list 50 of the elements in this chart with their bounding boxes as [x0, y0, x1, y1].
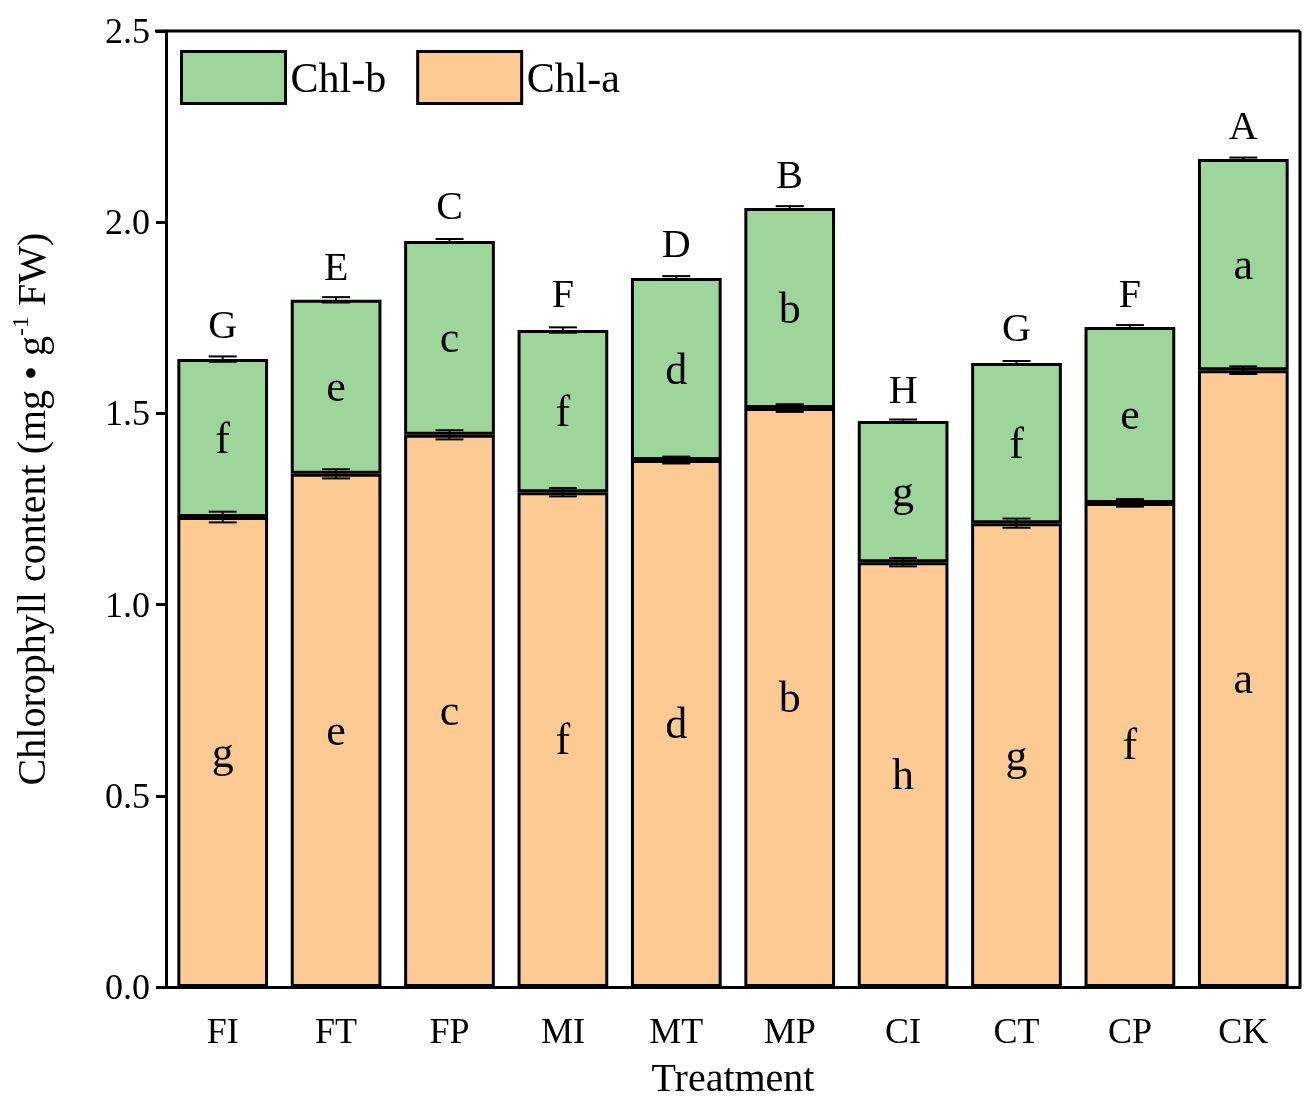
data-label: b	[778, 673, 801, 723]
data-label: e	[326, 362, 346, 412]
x-axis-title: Treatment	[651, 1054, 815, 1100]
data-label: f	[555, 386, 571, 436]
x-tick-label: FT	[315, 1011, 358, 1051]
x-tick-label: CT	[993, 1011, 1040, 1051]
data-label: e	[1120, 390, 1140, 440]
annotation: D	[661, 221, 691, 267]
y-tick-label: 2.0	[105, 202, 150, 243]
data-label: f	[1122, 720, 1138, 770]
y-tick-label: 0.5	[105, 775, 150, 816]
data-label: c	[439, 686, 460, 736]
y-tick-label: 1.0	[105, 584, 150, 625]
annotation: C	[436, 183, 463, 228]
annotation: G	[208, 301, 238, 347]
data-label: e	[326, 705, 346, 755]
data-label: g	[1005, 730, 1028, 780]
annotation: H	[888, 366, 918, 412]
data-label: f	[1009, 418, 1025, 468]
y-axis-title: Chlorophyll content (mg • g-1 FW)	[7, 232, 54, 786]
x-tick-label: CK	[1218, 1011, 1269, 1051]
data-label: b	[778, 283, 801, 333]
y-tick-label: 1.5	[105, 393, 150, 434]
legend-label: Chl-a	[526, 54, 621, 101]
x-tick-label: MI	[540, 1011, 585, 1051]
data-label: f	[215, 413, 231, 463]
x-tick-label: MP	[763, 1011, 816, 1051]
legend-label: Chl-b	[290, 54, 387, 101]
x-tick-label: CP	[1107, 1011, 1152, 1051]
y-tick-label: 2.5	[105, 11, 150, 51]
data-label: d	[665, 344, 688, 394]
data-label: d	[665, 699, 688, 749]
data-label: f	[555, 715, 571, 765]
x-tick-label: MT	[649, 1011, 704, 1051]
x-tick-label: FP	[429, 1011, 470, 1051]
x-tick-label: FI	[206, 1011, 239, 1051]
annotation: B	[776, 152, 804, 198]
data-label: g	[892, 467, 915, 517]
data-label: c	[439, 313, 460, 363]
data-label: g	[211, 727, 234, 777]
annotation: A	[1228, 102, 1258, 148]
data-label: a	[1233, 654, 1254, 704]
data-label: h	[892, 750, 915, 800]
annotation: F	[551, 270, 575, 316]
y-tick-label: 0.0	[105, 967, 150, 1007]
annotation: E	[323, 244, 349, 290]
x-tick-label: CI	[885, 1011, 922, 1051]
data-label: a	[1233, 240, 1254, 290]
annotation: G	[1002, 305, 1031, 351]
annotation: F	[1118, 270, 1142, 316]
